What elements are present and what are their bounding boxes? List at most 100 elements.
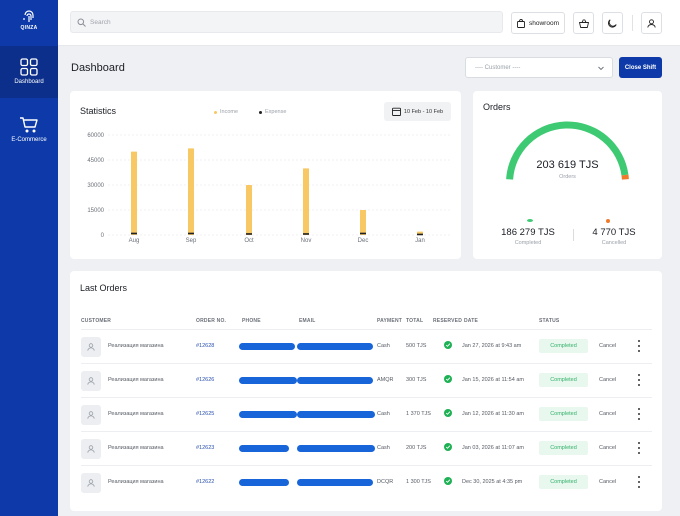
bar-income bbox=[131, 151, 137, 235]
table-row[interactable]: Реализация магазина #12626 AMQR 300 TJS Jan … bbox=[81, 363, 652, 397]
orders-divider bbox=[573, 229, 574, 241]
search-input[interactable]: Search bbox=[70, 11, 503, 33]
legend-expense-label: Expense bbox=[265, 109, 287, 115]
payment-method: Cash bbox=[377, 411, 390, 417]
legend-income-dot bbox=[214, 110, 217, 114]
column-header-date: DATE bbox=[464, 318, 479, 324]
x-tick-label: Nov bbox=[301, 238, 312, 244]
order-number-link[interactable]: #12625 bbox=[196, 411, 215, 417]
legend-expense: Expense bbox=[259, 109, 286, 115]
user-icon bbox=[87, 479, 95, 487]
email-redacted bbox=[297, 479, 373, 486]
column-header-payment: PAYMENT bbox=[377, 318, 403, 324]
gauge-completed-arc bbox=[506, 121, 629, 180]
more-options-icon[interactable] bbox=[637, 442, 641, 454]
user-icon bbox=[87, 377, 95, 385]
statistics-card: Statistics Income Expense 10 Feb - 10 Fe… bbox=[70, 91, 461, 259]
customer-name: Реализация магазина bbox=[108, 445, 164, 451]
user-menu-button[interactable] bbox=[641, 12, 662, 34]
table-row[interactable]: Реализация магазина #12625 Cash 1 370 TJS Ja… bbox=[81, 397, 652, 431]
date-range-button[interactable]: 10 Feb - 10 Feb bbox=[384, 102, 451, 121]
orders-total-label: Orders bbox=[559, 174, 576, 180]
order-number-link[interactable]: #12622 bbox=[196, 479, 215, 485]
avatar bbox=[81, 371, 101, 391]
completed-value: 186 279 TJS bbox=[501, 227, 555, 238]
column-header-order-no: ORDER NO. bbox=[196, 318, 227, 324]
dark-mode-toggle[interactable] bbox=[602, 12, 623, 34]
avatar bbox=[81, 337, 101, 357]
sidebar-item-ecommerce[interactable]: E-Commerce bbox=[0, 116, 58, 156]
cancelled-label: Cancelled bbox=[601, 240, 627, 246]
email-redacted bbox=[297, 377, 373, 384]
legend-income-label: Income bbox=[220, 109, 239, 115]
orders-gauge bbox=[506, 121, 629, 180]
showroom-button[interactable]: showroom bbox=[511, 12, 565, 34]
order-number-link[interactable]: #12623 bbox=[196, 445, 215, 451]
moon-icon bbox=[608, 18, 617, 28]
sidebar-item-label: Dashboard bbox=[14, 79, 44, 85]
cancel-order-button[interactable]: Cancel bbox=[599, 445, 617, 451]
calendar-icon bbox=[391, 107, 401, 116]
reserved-check-icon bbox=[444, 477, 452, 485]
legend-expense-dot bbox=[259, 110, 262, 114]
table-row[interactable]: Реализация магазина #12623 Cash 200 TJS Jan … bbox=[81, 431, 652, 465]
order-number-link[interactable]: #12626 bbox=[196, 377, 215, 383]
user-icon bbox=[87, 411, 95, 419]
avatar bbox=[81, 405, 101, 425]
customer-select-value: ---- Customer ---- bbox=[475, 64, 521, 71]
order-total: 200 TJS bbox=[406, 445, 427, 451]
phone-redacted bbox=[239, 343, 295, 350]
customer-select[interactable]: ---- Customer ---- bbox=[465, 57, 613, 78]
date-range-label: 10 Feb - 10 Feb bbox=[403, 108, 444, 115]
sidebar-item-dashboard[interactable]: Dashboard bbox=[0, 46, 58, 98]
y-tick-label: 30000 bbox=[87, 183, 104, 189]
order-total: 300 TJS bbox=[406, 377, 427, 383]
last-orders-card: Last Orders CUSTOMER ORDER NO. PHONE EMA… bbox=[70, 271, 662, 511]
chevron-down-icon bbox=[598, 66, 604, 71]
column-header-phone: PHONE bbox=[242, 318, 261, 324]
cancel-order-button[interactable]: Cancel bbox=[599, 343, 617, 349]
cancelled-block: 4 770 TJS Cancelled bbox=[569, 227, 659, 246]
bar-expense bbox=[303, 233, 309, 235]
close-shift-button[interactable]: Close Shift bbox=[619, 57, 662, 78]
x-tick-label: Dec bbox=[358, 238, 369, 244]
table-row[interactable]: Реализация магазина #12622 DCQR 1 300 TJS De… bbox=[81, 465, 652, 499]
order-number-link[interactable]: #12628 bbox=[196, 343, 215, 349]
more-options-icon[interactable] bbox=[637, 408, 641, 420]
cancel-order-button[interactable]: Cancel bbox=[599, 377, 617, 383]
order-total: 1 300 TJS bbox=[406, 479, 431, 485]
page-title: Dashboard bbox=[71, 62, 125, 74]
reserved-check-icon bbox=[444, 409, 452, 417]
x-tick-label: Jan bbox=[415, 238, 425, 244]
order-date: Jan 03, 2026 at 11:07 am bbox=[462, 445, 524, 451]
cancelled-value: 4 770 TJS bbox=[592, 227, 636, 238]
more-options-icon[interactable] bbox=[637, 476, 641, 488]
orders-total-value: 203 619 TJS bbox=[536, 159, 599, 171]
shopping-bag-icon bbox=[517, 18, 525, 28]
bar-expense bbox=[188, 232, 194, 235]
email-redacted bbox=[297, 445, 375, 452]
bar-income bbox=[303, 168, 309, 235]
bar-expense bbox=[131, 232, 137, 235]
column-header-status: STATUS bbox=[539, 318, 560, 324]
cancel-order-button[interactable]: Cancel bbox=[599, 479, 617, 485]
orders-title: Orders bbox=[483, 102, 511, 112]
customer-name: Реализация магазина bbox=[108, 377, 164, 383]
fingerprint-logo-icon bbox=[23, 10, 34, 22]
last-orders-title: Last Orders bbox=[80, 283, 128, 293]
more-options-icon[interactable] bbox=[637, 374, 641, 386]
cancel-order-button[interactable]: Cancel bbox=[599, 411, 617, 417]
search-placeholder: Search bbox=[90, 18, 111, 26]
payment-method: Cash bbox=[377, 445, 390, 451]
topbar: Search showroom bbox=[58, 0, 680, 46]
completed-block: 186 279 TJS Completed bbox=[483, 227, 573, 246]
more-options-icon[interactable] bbox=[637, 340, 641, 352]
table-row[interactable]: Реализация магазина #12628 Cash 500 TJS Jan … bbox=[81, 329, 652, 363]
brand-logo[interactable]: QINZA bbox=[0, 10, 58, 31]
statistics-chart: 60000 45000 30000 15000 0 Aug Sep Oct Nov Dec Jan bbox=[87, 133, 450, 244]
status-badge: Completed bbox=[539, 407, 588, 421]
grid-icon bbox=[20, 58, 38, 76]
payment-method: AMQR bbox=[377, 377, 394, 383]
basket-button[interactable] bbox=[573, 12, 594, 34]
orders-card: Orders 203 619 TJS Orders 186 279 TJS Co… bbox=[473, 91, 662, 259]
